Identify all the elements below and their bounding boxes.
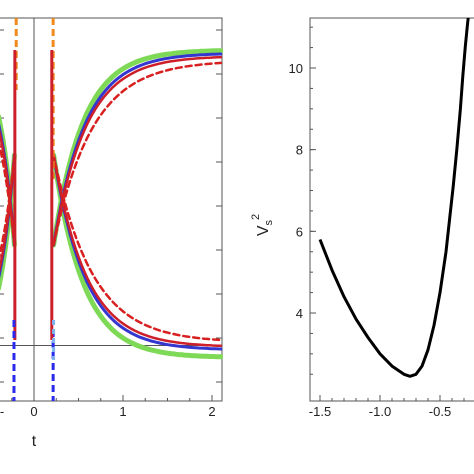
right-y-tick-label: 6 <box>296 224 303 239</box>
left-series-dashed-upper-left <box>0 142 16 247</box>
left-x-tick-label-partial: - <box>0 404 4 419</box>
left-tick-labels: 0 1 2 - <box>0 404 216 419</box>
left-series-blue-upper-right <box>52 52 223 247</box>
right-tick-labels: -1.5 -1.0 -0.5 4 6 8 10 <box>289 61 452 419</box>
right-y-tick-label: 10 <box>289 61 303 76</box>
left-series-dashed-upper-right <box>52 61 223 247</box>
left-series-red-upper-right <box>52 55 223 247</box>
right-series-group <box>318 18 470 378</box>
left-series-green-lower-right <box>51 152 223 360</box>
left-x-tick-label: 2 <box>208 404 215 419</box>
left-series-group <box>0 18 223 401</box>
left-series-green-upper-right <box>51 48 223 248</box>
right-y-tick-label: 4 <box>296 306 303 321</box>
right-x-tick-label: -0.5 <box>429 404 451 419</box>
left-series-dashed-lower-left <box>0 153 16 260</box>
left-x-tick-label: 0 <box>30 404 37 419</box>
right-x-tick-label: -1.5 <box>309 404 331 419</box>
left-series-red-lower-right <box>52 153 223 348</box>
right-plot: -1.5 -1.0 -0.5 4 6 8 10 Vs2 <box>250 17 474 419</box>
right-x-tick-label: -1.0 <box>369 404 391 419</box>
left-x-tick-label: 1 <box>119 404 126 419</box>
left-series-blue-lower-right <box>52 153 223 351</box>
left-series-dashed-lower-right <box>52 153 223 342</box>
left-plot-frame <box>0 17 223 402</box>
right-y-tick-label: 8 <box>296 143 303 158</box>
left-plot: 0 1 2 - t <box>0 17 223 450</box>
right-plot-frame <box>309 17 474 402</box>
right-tick-marks <box>310 26 465 401</box>
left-x-axis-label: t <box>32 433 37 450</box>
right-y-axis-label: Vs2 <box>250 214 275 236</box>
left-series-red-lower-left <box>0 153 16 274</box>
right-series-line <box>318 18 470 378</box>
